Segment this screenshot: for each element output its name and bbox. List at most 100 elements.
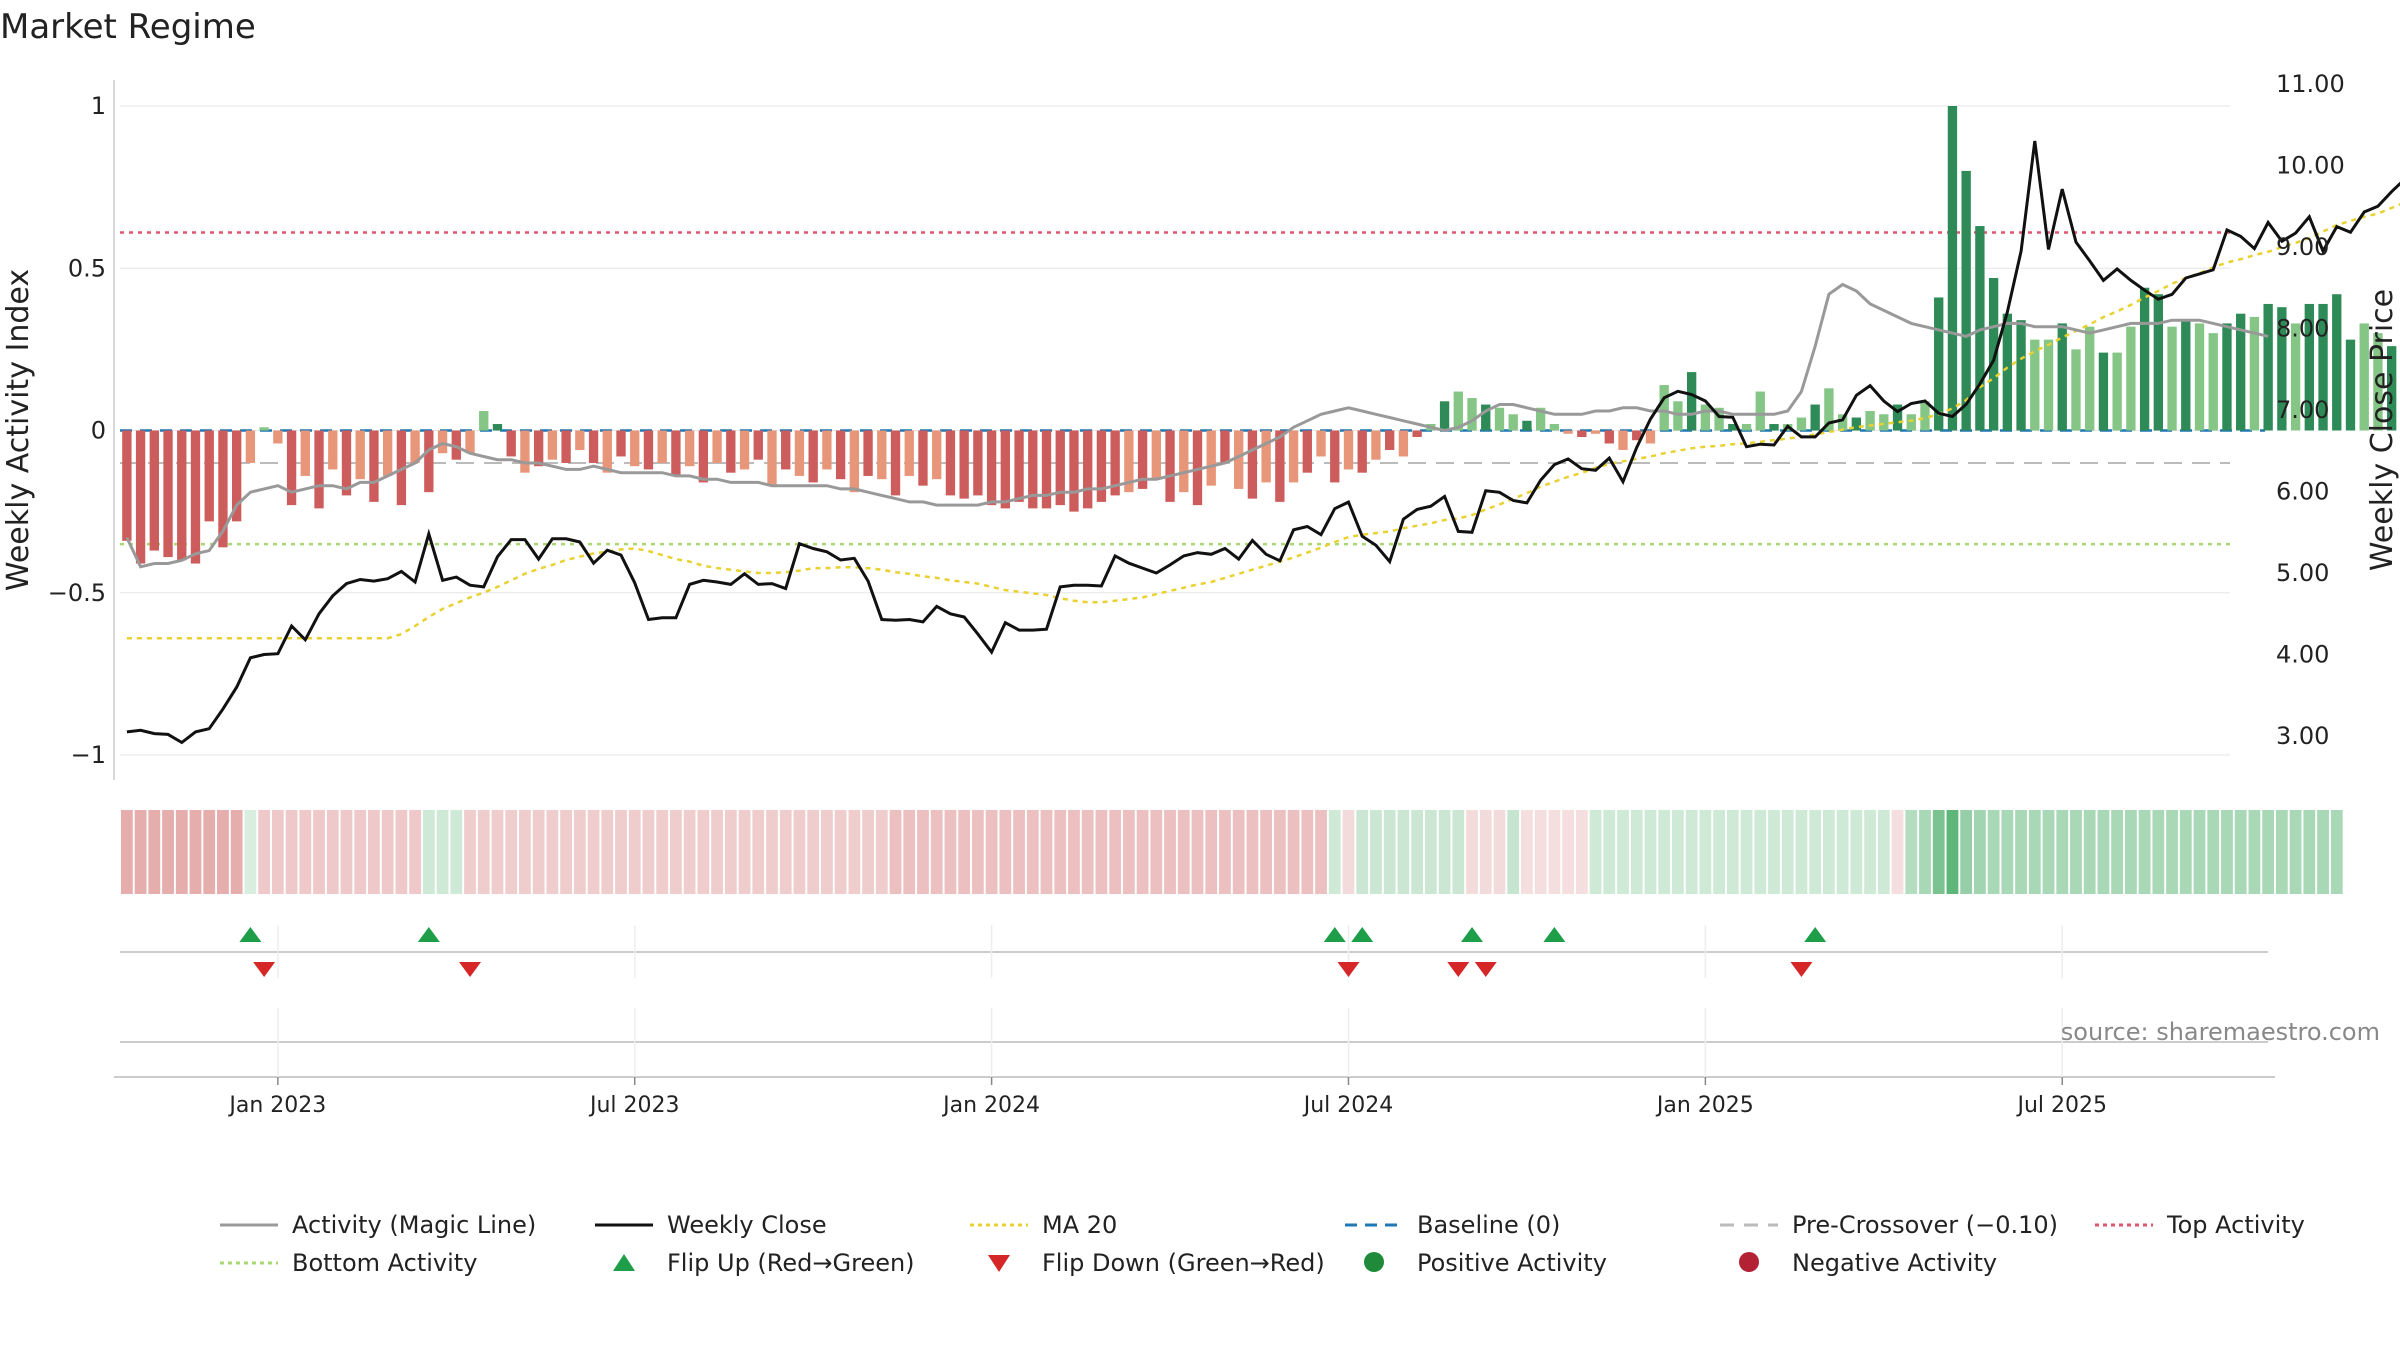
regime-cell — [642, 810, 655, 894]
legend-label: Activity (Magic Line) — [292, 1211, 536, 1239]
regime-cell — [1026, 810, 1039, 894]
regime-cell — [560, 810, 573, 894]
activity-bar — [1645, 430, 1656, 444]
regime-cell — [2070, 810, 2082, 894]
regime-cell — [1850, 810, 1863, 894]
activity-bar — [1330, 430, 1340, 483]
regime-cell — [1987, 810, 2000, 894]
activity-bar — [355, 430, 365, 480]
regime-cell — [1164, 810, 1176, 894]
regime-cell — [450, 810, 463, 894]
activity-bar — [2277, 307, 2287, 431]
activity-bar — [163, 430, 173, 558]
regime-cell — [944, 810, 957, 894]
activity-bar — [1151, 430, 1161, 480]
regime-cell — [395, 810, 408, 894]
activity-bar — [2167, 326, 2177, 431]
activity-bar — [1412, 430, 1422, 437]
regime-cell — [2248, 810, 2261, 894]
regime-cell — [587, 810, 600, 894]
regime-cell — [1081, 810, 1094, 894]
x-tick-label: Jul 2024 — [1302, 1093, 1394, 1118]
activity-bar — [712, 430, 722, 463]
legend-label: Positive Activity — [1417, 1249, 1607, 1277]
activity-bar — [1288, 430, 1299, 483]
legend-label: Pre-Crossover (−0.10) — [1792, 1211, 2058, 1239]
regime-cell — [244, 810, 257, 894]
regime-cell — [1822, 810, 1835, 894]
activity-bar — [2139, 287, 2150, 431]
activity-bar — [451, 430, 461, 460]
activity-bars — [122, 106, 2397, 564]
regime-cell — [203, 810, 216, 894]
right-tick-label: 6.00 — [2276, 478, 2329, 506]
activity-bar — [1604, 430, 1614, 444]
activity-bar — [1851, 417, 1862, 431]
regime-cell — [436, 810, 449, 894]
regime-cell — [1383, 810, 1396, 894]
activity-bar — [1577, 430, 1587, 437]
activity-bar — [1563, 430, 1573, 434]
regime-cell — [1836, 810, 1849, 894]
regime-cell — [1960, 810, 1973, 894]
activity-bar — [1343, 430, 1354, 470]
activity-bar — [602, 430, 612, 473]
activity-bar — [204, 430, 214, 522]
regime-cell — [162, 810, 174, 894]
activity-bar — [2194, 323, 2205, 431]
regime-cell — [505, 810, 518, 894]
activity-bar — [1975, 226, 1985, 431]
regime-cell — [2083, 810, 2096, 894]
time-axis-panel: Jan 2023 Jul 2023 Jan 2024 Jul 2024 Jan 2025… — [114, 1008, 2275, 1118]
regime-cell — [711, 810, 723, 894]
regime-cell — [1013, 810, 1025, 894]
regime-cell — [1452, 810, 1465, 894]
x-tick-label: Jul 2025 — [2015, 1093, 2107, 1118]
regime-cell — [285, 810, 298, 894]
regime-cell — [1946, 810, 1959, 894]
regime-cell — [326, 810, 339, 894]
activity-bar — [1384, 430, 1395, 450]
regime-cell — [1342, 810, 1355, 894]
activity-bar — [1535, 407, 1546, 431]
regime-cell — [1397, 810, 1410, 894]
activity-bar — [1124, 430, 1134, 493]
activity-bar — [1700, 404, 1711, 431]
regime-cell — [738, 810, 751, 894]
regime-cell — [1617, 810, 1629, 894]
activity-bar — [684, 430, 695, 467]
activity-bar — [2290, 323, 2301, 431]
x-tick-label: Jan 2024 — [941, 1093, 1040, 1118]
activity-bar — [479, 411, 489, 431]
right-axis-label: Weekly Close Price — [2365, 289, 2400, 571]
regime-cell — [615, 810, 627, 894]
regime-cell — [313, 810, 325, 894]
regime-cell — [752, 810, 765, 894]
right-tick-label: 7.00 — [2276, 396, 2329, 424]
activity-bar — [877, 430, 887, 480]
legend-swatch — [613, 1254, 635, 1271]
activity-bar — [1316, 430, 1326, 457]
regime-cell — [134, 810, 147, 894]
activity-bar — [1892, 404, 1903, 431]
regime-cell — [2015, 810, 2027, 894]
regime-cell — [120, 810, 133, 894]
regime-cell — [1411, 810, 1424, 894]
activity-bar — [1398, 430, 1409, 457]
activity-bar — [1947, 106, 1958, 431]
activity-bar — [1618, 430, 1628, 450]
activity-bar — [1192, 430, 1203, 506]
regime-cell — [422, 810, 435, 894]
regime-cell — [1726, 810, 1739, 894]
regime-cell — [1754, 810, 1767, 894]
regime-cell — [2221, 810, 2233, 894]
regime-cell — [1864, 810, 1876, 894]
activity-bar — [2071, 349, 2081, 431]
activity-bar — [2057, 323, 2067, 431]
activity-bar — [822, 430, 832, 470]
regime-cell — [573, 810, 586, 894]
regime-cell — [217, 810, 229, 894]
regime-cell — [2289, 810, 2302, 894]
activity-bar — [945, 430, 956, 496]
activity-bar — [2359, 323, 2369, 431]
